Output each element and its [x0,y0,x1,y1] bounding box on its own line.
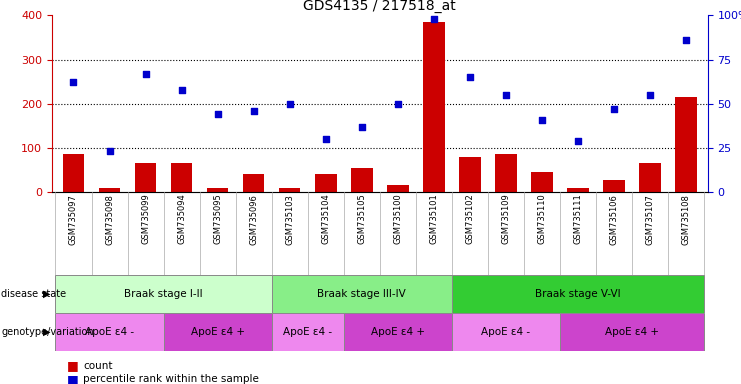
Text: count: count [83,361,113,371]
Title: GDS4135 / 217518_at: GDS4135 / 217518_at [303,0,456,13]
Text: ApoE ε4 -: ApoE ε4 - [482,327,531,337]
Bar [387,185,408,192]
Bar [99,189,120,192]
Point [139,71,151,77]
Text: ▶: ▶ [43,327,50,337]
Text: GSM735099: GSM735099 [141,194,150,244]
Bar [603,180,625,192]
Text: GSM735095: GSM735095 [213,194,222,244]
Text: GSM735101: GSM735101 [429,194,439,244]
Bar [639,163,661,192]
Text: ▶: ▶ [43,289,50,299]
Bar [560,313,704,351]
Text: GSM735111: GSM735111 [574,194,582,244]
Point [320,136,332,142]
Bar [279,188,301,192]
Text: disease state: disease state [1,289,67,299]
Text: ApoE ε4 +: ApoE ε4 + [190,327,245,337]
Point [500,92,512,98]
Text: GSM735102: GSM735102 [465,194,474,244]
Text: ApoE ε4 +: ApoE ε4 + [370,327,425,337]
Text: GSM735106: GSM735106 [609,194,619,245]
Text: Braak stage V-VI: Braak stage V-VI [535,289,621,299]
Point [104,148,116,154]
Point [608,106,620,112]
Point [284,101,296,107]
Text: GSM735096: GSM735096 [249,194,258,245]
Text: GSM735094: GSM735094 [177,194,186,244]
Bar [344,313,452,351]
Text: ApoE ε4 +: ApoE ε4 + [605,327,659,337]
Text: genotype/variation: genotype/variation [1,327,94,337]
Text: ApoE ε4 -: ApoE ε4 - [85,327,134,337]
Text: GSM735104: GSM735104 [321,194,330,244]
Bar [459,157,481,192]
Text: percentile rank within the sample: percentile rank within the sample [83,374,259,384]
Point [176,86,187,93]
Text: GSM735107: GSM735107 [645,194,654,245]
Bar [56,275,272,313]
Text: Braak stage III-IV: Braak stage III-IV [317,289,406,299]
Bar [452,313,560,351]
Bar [351,168,373,192]
Bar [315,174,336,192]
Text: ■: ■ [67,359,79,372]
Text: GSM735108: GSM735108 [682,194,691,245]
Bar [567,189,589,192]
Point [680,37,692,43]
Bar [135,163,156,192]
Text: GSM735110: GSM735110 [537,194,546,244]
Text: GSM735105: GSM735105 [357,194,366,244]
Bar [452,275,704,313]
Bar [531,172,553,192]
Bar [675,97,697,192]
Text: GSM735097: GSM735097 [69,194,78,245]
Point [392,101,404,107]
Text: Braak stage I-II: Braak stage I-II [124,289,203,299]
Text: GSM735103: GSM735103 [285,194,294,245]
Bar [63,154,84,192]
Text: GSM735100: GSM735100 [393,194,402,244]
Point [212,111,224,118]
Point [247,108,259,114]
Bar [272,275,452,313]
Point [572,138,584,144]
Bar [423,22,445,192]
Point [644,92,656,98]
Point [356,124,368,130]
Point [464,74,476,80]
Text: ApoE ε4 -: ApoE ε4 - [283,327,332,337]
Point [428,16,439,22]
Text: GSM735098: GSM735098 [105,194,114,245]
Bar [243,174,265,192]
Bar [272,313,344,351]
Bar [56,313,164,351]
Text: GSM735109: GSM735109 [502,194,511,244]
Bar [207,188,228,192]
Point [536,116,548,122]
Bar [495,154,516,192]
Point [67,79,79,86]
Bar [164,313,272,351]
Bar [170,163,193,192]
Text: ■: ■ [67,373,79,384]
